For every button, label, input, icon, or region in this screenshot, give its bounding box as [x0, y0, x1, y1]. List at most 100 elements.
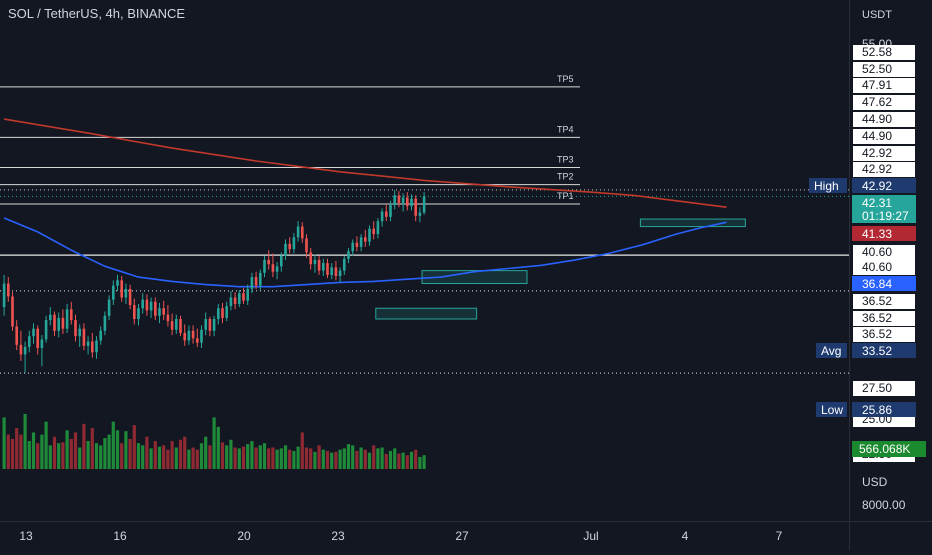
volume-bar [363, 449, 367, 469]
volume-bar [166, 449, 170, 469]
candle-body [95, 340, 98, 353]
volume-bar [208, 445, 212, 469]
price-highlight-box [852, 402, 916, 417]
candle-body [57, 317, 60, 331]
time-axis: 13 16 20 23 27 Jul 4 7 [19, 529, 782, 543]
candle-body [254, 277, 258, 286]
volume-bar [15, 428, 19, 469]
volume-tick-label: 8000.00 [862, 498, 906, 512]
candle-body [15, 326, 18, 345]
price-tick-label: 27.50 [862, 381, 892, 395]
take-profit-lines: TP5 TP4 TP3 TP2 TP1 [0, 74, 580, 205]
volume-bar [2, 417, 6, 469]
candle-body [418, 212, 422, 216]
volume-bar [309, 448, 313, 469]
price-tag-bg [853, 162, 915, 177]
volume-bar [317, 445, 321, 469]
volume-bar [409, 451, 414, 469]
volume-bar [27, 441, 31, 469]
candle-body [208, 318, 212, 331]
volume-bar [313, 451, 317, 469]
candle-body [19, 344, 23, 355]
volume-bar [199, 443, 204, 469]
price-tick-label: 36.52 [862, 311, 892, 325]
volume-bar [246, 444, 250, 469]
candle-body [376, 221, 380, 235]
candle-body [154, 301, 157, 316]
candle-body [359, 237, 363, 247]
volume-bar [36, 443, 40, 469]
tp-label: TP2 [557, 172, 574, 182]
candle-body [410, 198, 413, 207]
volume-bar [355, 450, 359, 469]
volume-bar [300, 432, 304, 469]
candle-body [44, 320, 48, 340]
price-tick-label: 42.92 [862, 146, 892, 160]
price-highlight-box [852, 178, 916, 193]
volume-bar [94, 443, 99, 469]
volume-bar [120, 443, 124, 469]
price-highlight-value: 42.92 [862, 179, 892, 193]
volume-bar [233, 447, 237, 469]
candle-body [250, 277, 254, 289]
candle-body [280, 255, 283, 267]
moving-averages [3, 118, 727, 288]
price-tag-bg [853, 245, 915, 260]
candle-body [330, 267, 333, 275]
price-tick-label: 47.91 [862, 78, 892, 92]
candle-body [301, 226, 304, 239]
candle-body [166, 314, 170, 322]
volume-bars [2, 413, 426, 469]
candle-body [380, 211, 384, 222]
volume-bar [262, 443, 267, 469]
candle-body [414, 198, 417, 216]
price-tick-label: 42.92 [862, 162, 892, 176]
volume-bar [69, 438, 73, 469]
volume-bar [19, 434, 23, 469]
volume-bar [170, 441, 174, 469]
volume-bar [187, 449, 191, 469]
candle-body [191, 330, 195, 339]
volume-bar [103, 438, 107, 469]
volume-bar [384, 453, 388, 469]
candle-body [99, 330, 102, 341]
candle-body [393, 195, 396, 206]
candle-body [326, 263, 329, 275]
candle-body [175, 318, 178, 330]
candle-body [32, 328, 35, 337]
volume-bar [178, 439, 183, 469]
candle-body [305, 238, 308, 253]
candle-body [141, 299, 144, 309]
volume-bar [325, 450, 330, 469]
stat-tag-label: High [814, 179, 839, 193]
price-tick-label: 36.52 [862, 327, 892, 341]
candle-body [296, 226, 300, 238]
candle-body [196, 338, 199, 343]
candle-body [355, 242, 359, 247]
candle-body [334, 267, 338, 276]
candle-body [120, 280, 123, 298]
volume-bar [393, 448, 397, 469]
candle-body [65, 309, 69, 329]
candle-body [347, 251, 350, 259]
candle-body [2, 283, 6, 308]
volume-bar [376, 448, 380, 469]
price-highlight-value: 42.31 [862, 196, 892, 210]
volume-bar [82, 423, 86, 469]
candle-body [107, 299, 111, 316]
volume-bar [296, 446, 300, 469]
volume-bar [401, 452, 405, 469]
candle-body [11, 296, 14, 327]
candle-body [284, 243, 287, 256]
time-tick-label: 16 [113, 529, 127, 543]
volume-bar [132, 425, 136, 469]
price-highlight-box [852, 195, 916, 223]
volume-bar [128, 438, 132, 469]
candle-body [7, 283, 10, 297]
price-tag-bg [853, 311, 915, 326]
candle-body [309, 252, 312, 265]
volume-bar [418, 456, 422, 469]
candle-body [364, 237, 367, 242]
volume-bar [241, 446, 246, 469]
